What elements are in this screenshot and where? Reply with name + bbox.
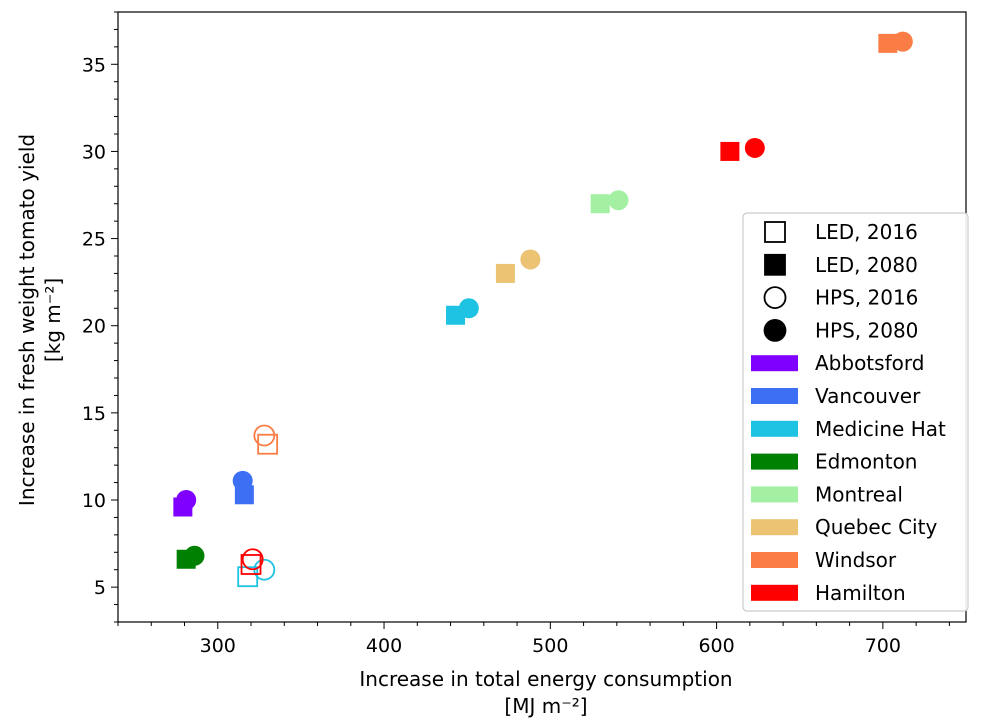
point-abbotsford-hps-2080: [176, 490, 197, 510]
plot-area: [117, 11, 967, 623]
point-windsor-led-2080: [878, 33, 898, 53]
point-montreal-hps-2080: [608, 190, 629, 211]
legend-label: Montreal: [815, 482, 903, 506]
x-tick-label: 400: [366, 635, 402, 657]
x-tick-label: 300: [200, 635, 236, 657]
legend-box: [742, 212, 969, 612]
legend-circle-icon: [763, 318, 787, 342]
point-windsor-hps-2080: [892, 31, 913, 52]
y-axis: 5 10 15 20 25 30 35: [82, 11, 118, 623]
legend-label: Hamilton: [815, 581, 906, 605]
point-quebec-city-hps-2080: [520, 249, 541, 270]
y-tick-label: 5: [94, 577, 106, 599]
legend-label: LED, 2016: [815, 220, 918, 244]
legend-label: LED, 2080: [815, 253, 918, 277]
point-quebec-city-led-2080: [495, 263, 515, 283]
legend-swatch: [751, 453, 798, 470]
legend-swatch: [751, 420, 798, 437]
legend-label: HPS, 2080: [815, 318, 918, 342]
x-tick-label: 500: [532, 635, 568, 657]
point-vancouver-hps-2080: [232, 470, 253, 491]
y-tick-label: 15: [82, 403, 106, 425]
legend-label: Vancouver: [815, 384, 921, 408]
legend: LED, 2016 LED, 2080 HPS, 2016 HPS, 2080 Abbo…: [742, 212, 969, 612]
y-axis-label: Increase in fresh weight tomato yield: [15, 134, 39, 506]
point-windsor-hps-2016: [253, 424, 276, 447]
legend-label: Windsor: [815, 548, 897, 572]
legend-swatch: [751, 388, 798, 404]
x-axis: 300 400 500 600 700: [117, 622, 950, 657]
legend-swatch: [751, 552, 798, 568]
legend-label: Abbotsford: [815, 351, 924, 375]
legend-label: Medicine Hat: [815, 417, 946, 441]
legend-swatch: [751, 519, 798, 536]
y-tick-label: 10: [82, 490, 106, 512]
point-medicine-hat-hps-2080: [458, 298, 479, 319]
legend-label: HPS, 2016: [815, 286, 918, 310]
y-tick-label: 35: [82, 54, 106, 76]
point-montreal-led-2080: [590, 194, 610, 214]
point-hamilton-led-2080: [720, 141, 740, 161]
x-axis-label: Increase in total energy consumption: [359, 667, 732, 691]
point-edmonton-hps-2080: [184, 545, 205, 566]
x-tick-label: 600: [698, 635, 734, 657]
y-tick-label: 30: [82, 141, 106, 163]
legend-swatch: [751, 486, 798, 503]
x-tick-label: 700: [865, 635, 901, 657]
y-axis-unit: [kg m⁻²]: [41, 278, 65, 362]
legend-label: Edmonton: [815, 450, 917, 474]
y-tick-label: 25: [82, 229, 106, 251]
legend-square-icon: [764, 253, 786, 276]
point-hamilton-hps-2080: [744, 137, 765, 158]
legend-swatch: [751, 584, 798, 601]
legend-swatch: [751, 355, 798, 372]
x-axis-unit: [MJ m⁻²]: [504, 694, 587, 718]
legend-square-icon: [764, 221, 786, 243]
point-hamilton-hps-2016: [241, 548, 264, 571]
y-tick-label: 20: [82, 316, 106, 338]
legend-label: Quebec City: [815, 515, 937, 539]
legend-circle-icon: [763, 286, 787, 310]
